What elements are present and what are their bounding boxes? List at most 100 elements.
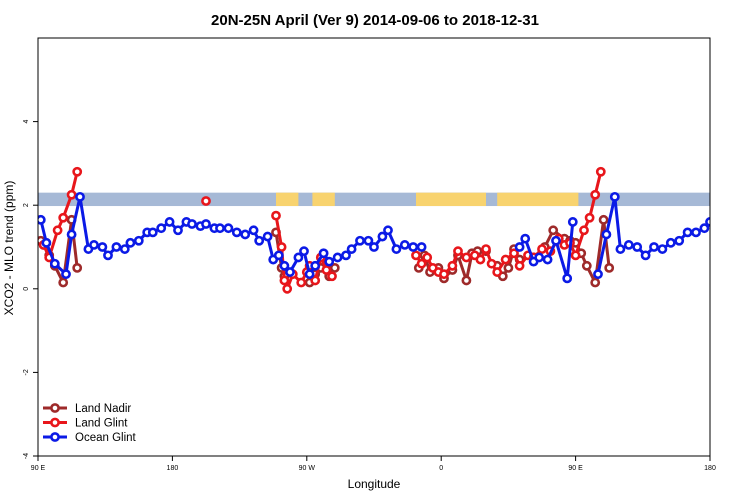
plot-frame — [37, 37, 711, 457]
data-point — [293, 252, 304, 263]
data-point — [215, 223, 225, 234]
data-point — [41, 237, 52, 248]
x-tick-label: 0 — [439, 465, 443, 472]
data-point — [369, 242, 379, 252]
data-point — [97, 242, 108, 252]
data-point — [254, 235, 265, 246]
data-point — [72, 166, 83, 177]
data-point — [691, 227, 701, 238]
data-point — [310, 275, 321, 286]
data-point — [461, 252, 472, 263]
data-point — [509, 248, 519, 259]
data-point — [276, 242, 287, 252]
data-point — [329, 262, 340, 273]
data-point — [383, 225, 393, 236]
data-point — [461, 275, 472, 286]
data-point — [346, 244, 357, 254]
data-point — [411, 250, 421, 261]
data-point — [377, 231, 388, 242]
data-point — [201, 219, 211, 229]
data-point — [240, 229, 251, 240]
legend-label: Land Glint — [75, 418, 128, 430]
x-axis-ticks: 90 E 180 90 W 0 90 E 180 — [31, 456, 716, 472]
y-tick-label: -4 — [23, 453, 30, 459]
data-point — [584, 212, 595, 223]
data-point — [581, 260, 592, 271]
y-axis-label: XCO2 - MLO trend (ppm) — [2, 181, 16, 316]
data-point — [38, 214, 46, 225]
data-point — [58, 277, 69, 288]
data-point — [341, 250, 351, 261]
land-ocean-band — [38, 192, 710, 207]
legend-label: Land Nadir — [75, 403, 131, 415]
data-point — [657, 244, 668, 254]
data-point — [439, 269, 449, 280]
data-point — [111, 242, 122, 252]
data-point — [601, 229, 612, 240]
land-segment — [276, 192, 299, 207]
data-point — [447, 260, 458, 271]
data-point — [567, 217, 578, 227]
data-point — [514, 242, 525, 252]
legend-label: Ocean Glint — [75, 432, 137, 444]
y-tick-label: 2 — [23, 203, 30, 207]
data-point — [271, 210, 281, 221]
data-point — [416, 258, 427, 269]
data-point — [282, 283, 293, 294]
data-point — [61, 269, 71, 280]
data-point — [481, 244, 491, 254]
data-point — [318, 248, 329, 259]
data-point — [324, 256, 335, 267]
legend-item: Ocean Glint — [43, 432, 137, 444]
data-point — [537, 244, 547, 254]
data-point — [285, 267, 295, 277]
data-point — [632, 242, 643, 252]
data-point — [570, 250, 581, 261]
legend: Land Nadir Land Glint Ocean Glint — [43, 403, 137, 444]
y-axis-ticks: -4 -2 0 2 4 — [23, 120, 38, 459]
data-point — [682, 227, 693, 238]
data-point — [422, 252, 433, 263]
data-point — [598, 214, 609, 225]
data-point — [58, 212, 69, 223]
legend-item: Land Glint — [43, 418, 128, 430]
data-point — [562, 273, 573, 284]
data-point — [231, 227, 242, 238]
data-point — [273, 250, 284, 261]
data-point — [223, 223, 234, 234]
data-point — [593, 269, 603, 280]
data-point — [514, 260, 525, 271]
data-point — [649, 242, 659, 252]
data-point — [355, 235, 365, 246]
y-tick-label: 4 — [23, 120, 30, 124]
x-tick-label: 90 E — [568, 465, 583, 472]
data-point — [399, 240, 410, 250]
chart-title: 20N-25N April (Ver 9) 2014-09-06 to 2018… — [211, 12, 539, 29]
data-point — [590, 277, 601, 288]
data-point — [542, 254, 553, 265]
data-point — [248, 225, 259, 236]
data-point — [503, 262, 514, 273]
data-point — [125, 237, 136, 248]
series-layer — [38, 166, 710, 294]
data-point — [492, 267, 503, 277]
data-point — [201, 196, 211, 206]
land-segment — [312, 192, 335, 207]
data-point — [623, 240, 634, 250]
series-line — [39, 195, 422, 276]
data-point — [119, 244, 130, 254]
x-tick-label: 90 W — [299, 465, 316, 472]
data-point — [296, 277, 307, 288]
data-point — [89, 240, 99, 250]
data-point — [66, 229, 77, 240]
data-point — [500, 254, 511, 265]
data-point — [486, 258, 497, 269]
data-point — [304, 269, 315, 280]
legend-marker — [50, 403, 60, 413]
data-point — [279, 275, 290, 286]
data-point — [615, 244, 626, 254]
data-point — [156, 223, 167, 234]
legend-marker — [50, 432, 60, 442]
data-point — [363, 235, 374, 246]
